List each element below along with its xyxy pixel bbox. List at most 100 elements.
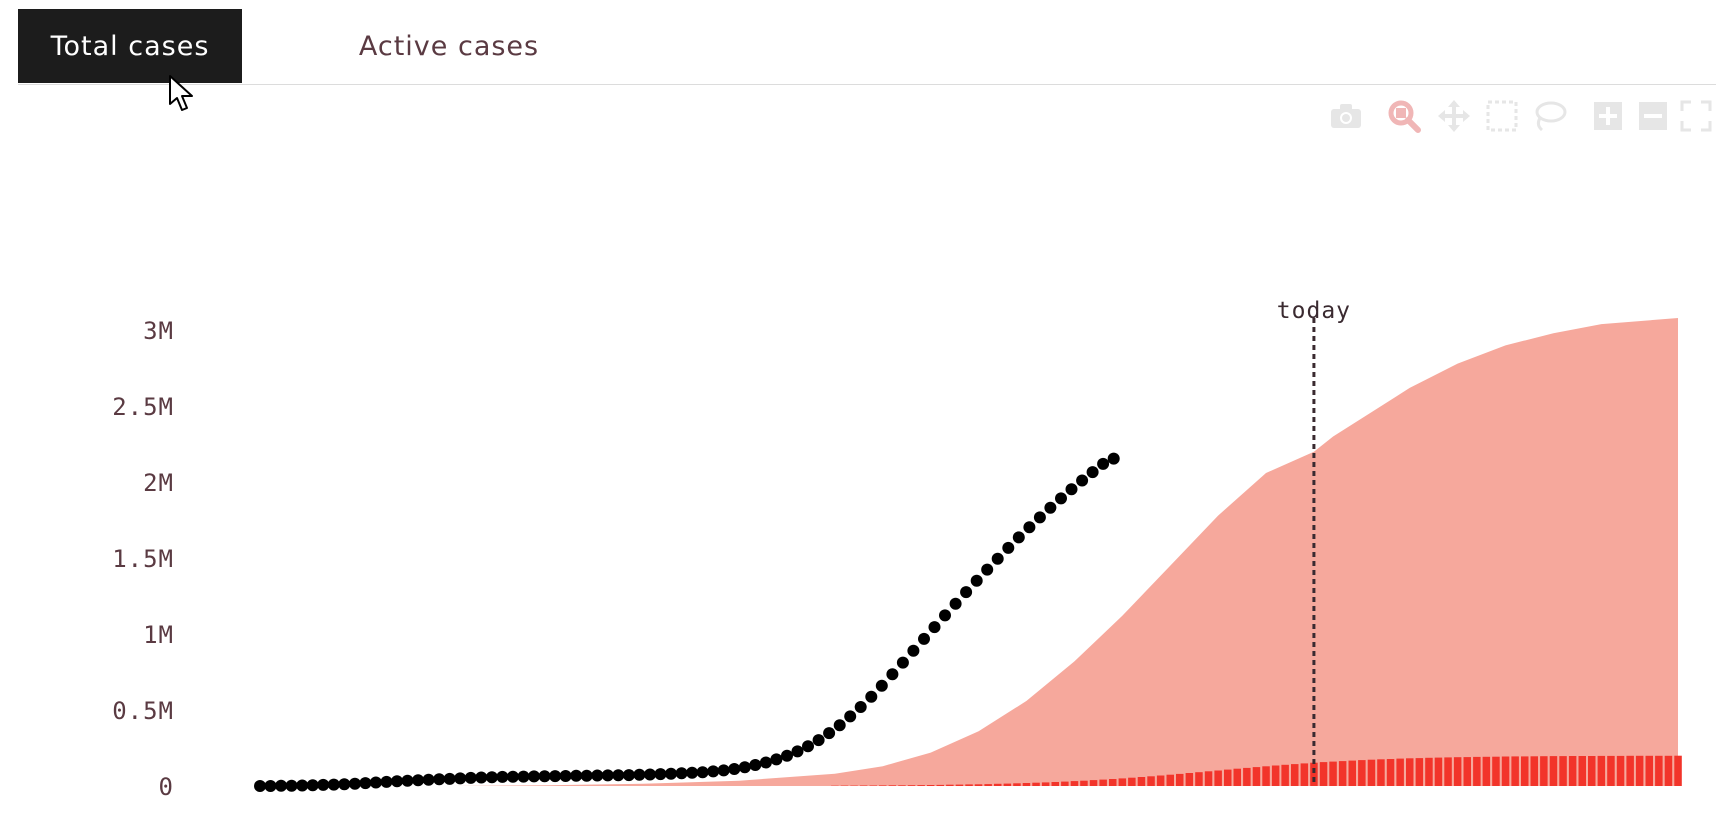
- data-point-32[interactable]: [591, 769, 604, 782]
- data-point-30[interactable]: [570, 769, 583, 782]
- data-point-38[interactable]: [654, 768, 667, 781]
- data-point-29[interactable]: [559, 770, 572, 782]
- bar-9: [917, 785, 925, 786]
- data-point-18[interactable]: [443, 772, 456, 785]
- data-point-80[interactable]: [1097, 457, 1110, 470]
- data-point-64[interactable]: [928, 621, 941, 634]
- data-point-4[interactable]: [296, 779, 309, 792]
- data-point-35[interactable]: [622, 769, 635, 782]
- data-point-27[interactable]: [538, 770, 551, 783]
- autoscale-icon[interactable]: [1676, 96, 1716, 136]
- data-point-1[interactable]: [264, 780, 277, 792]
- data-point-73[interactable]: [1023, 521, 1036, 534]
- lasso-select-icon[interactable]: [1530, 96, 1570, 136]
- data-point-5[interactable]: [306, 779, 319, 792]
- data-point-47[interactable]: [749, 759, 762, 771]
- data-point-15[interactable]: [412, 774, 425, 787]
- data-point-65[interactable]: [939, 609, 951, 622]
- data-point-53[interactable]: [812, 734, 825, 747]
- data-point-50[interactable]: [781, 749, 793, 762]
- data-point-60[interactable]: [886, 668, 899, 681]
- data-point-24[interactable]: [506, 770, 519, 783]
- data-point-72[interactable]: [1012, 531, 1025, 544]
- data-point-45[interactable]: [728, 763, 741, 775]
- data-point-26[interactable]: [528, 770, 540, 783]
- data-point-7[interactable]: [327, 778, 340, 791]
- data-point-8[interactable]: [338, 778, 351, 791]
- data-point-61[interactable]: [896, 656, 909, 669]
- data-point-40[interactable]: [675, 767, 688, 780]
- data-point-2[interactable]: [275, 779, 288, 792]
- data-point-69[interactable]: [981, 563, 994, 576]
- data-point-41[interactable]: [686, 766, 699, 779]
- data-point-22[interactable]: [485, 771, 498, 784]
- data-point-9[interactable]: [348, 777, 361, 790]
- camera-icon[interactable]: [1326, 96, 1366, 136]
- data-point-42[interactable]: [696, 766, 709, 779]
- data-point-71[interactable]: [1002, 541, 1015, 554]
- zoom-out-icon[interactable]: [1633, 96, 1673, 136]
- bar-3: [859, 785, 868, 786]
- data-point-17[interactable]: [433, 773, 446, 786]
- data-point-23[interactable]: [496, 770, 509, 783]
- data-point-62[interactable]: [907, 644, 920, 657]
- data-point-75[interactable]: [1044, 501, 1057, 514]
- data-point-67[interactable]: [960, 586, 973, 599]
- data-point-44[interactable]: [717, 764, 730, 777]
- tab-total-cases[interactable]: Total cases: [18, 9, 242, 83]
- data-point-28[interactable]: [549, 770, 562, 783]
- tab-active-cases[interactable]: Active cases: [358, 30, 540, 62]
- data-point-78[interactable]: [1076, 474, 1089, 487]
- bar-53: [1338, 761, 1347, 786]
- data-point-21[interactable]: [475, 771, 488, 784]
- data-point-79[interactable]: [1086, 466, 1099, 479]
- data-point-25[interactable]: [517, 770, 530, 783]
- data-point-16[interactable]: [422, 773, 435, 786]
- y-axis-ticks: 0 0.5M 1M 1.5M 2M 2.5M 3M: [112, 317, 173, 801]
- data-point-70[interactable]: [991, 552, 1004, 565]
- data-point-58[interactable]: [865, 690, 878, 703]
- data-point-0[interactable]: [254, 780, 266, 792]
- data-point-10[interactable]: [359, 777, 372, 790]
- data-point-14[interactable]: [401, 774, 414, 787]
- data-point-76[interactable]: [1055, 492, 1067, 505]
- data-point-11[interactable]: [369, 776, 382, 789]
- data-point-19[interactable]: [454, 772, 467, 785]
- bar-37: [1185, 773, 1194, 786]
- data-point-77[interactable]: [1065, 483, 1078, 496]
- data-point-36[interactable]: [633, 768, 646, 781]
- data-point-59[interactable]: [875, 679, 888, 692]
- data-point-56[interactable]: [844, 710, 857, 723]
- data-point-20[interactable]: [464, 771, 477, 784]
- data-point-74[interactable]: [1033, 511, 1046, 524]
- data-point-43[interactable]: [707, 765, 720, 778]
- data-point-39[interactable]: [665, 767, 677, 780]
- bar-19: [1013, 783, 1021, 786]
- zoom-icon[interactable]: [1384, 96, 1424, 136]
- data-point-51[interactable]: [791, 745, 804, 758]
- box-select-icon[interactable]: [1482, 96, 1522, 136]
- data-point-6[interactable]: [317, 778, 330, 791]
- data-point-46[interactable]: [738, 761, 751, 774]
- data-point-66[interactable]: [949, 597, 962, 610]
- data-point-34[interactable]: [612, 769, 625, 782]
- data-point-12[interactable]: [380, 775, 393, 788]
- bar-87: [1664, 755, 1673, 786]
- data-point-13[interactable]: [391, 775, 403, 788]
- data-point-55[interactable]: [833, 719, 846, 732]
- data-point-81[interactable]: [1107, 452, 1120, 465]
- data-point-54[interactable]: [823, 727, 836, 740]
- data-point-3[interactable]: [285, 779, 298, 792]
- bar-60: [1406, 758, 1414, 786]
- data-point-48[interactable]: [759, 756, 772, 769]
- data-point-57[interactable]: [854, 701, 867, 713]
- data-point-49[interactable]: [770, 753, 783, 766]
- data-point-31[interactable]: [580, 769, 593, 782]
- data-point-33[interactable]: [601, 769, 614, 782]
- data-point-68[interactable]: [970, 574, 983, 587]
- zoom-in-icon[interactable]: [1588, 96, 1628, 136]
- pan-icon[interactable]: [1434, 96, 1474, 136]
- data-point-37[interactable]: [644, 768, 656, 781]
- data-point-52[interactable]: [802, 740, 814, 753]
- data-point-63[interactable]: [918, 632, 930, 645]
